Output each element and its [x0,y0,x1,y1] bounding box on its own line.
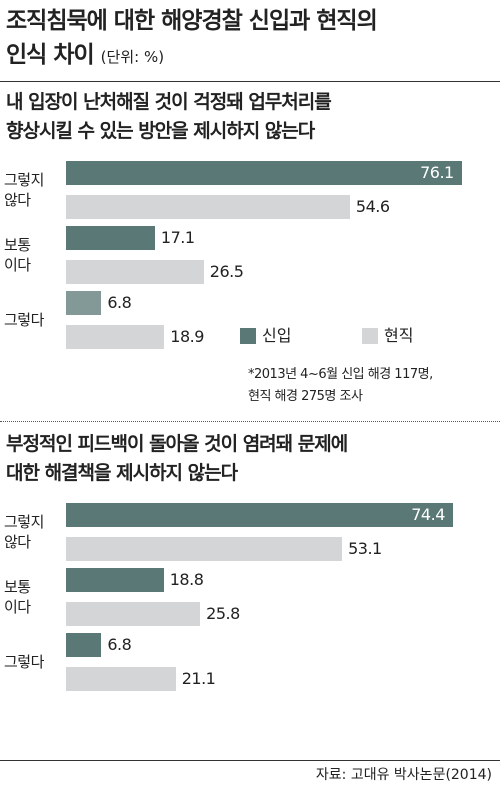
bar-현직 [66,537,343,561]
data-label-현직: 53.1 [348,539,382,558]
category-label: 그렇다 [4,310,44,330]
question-title-line: 대한 해결책을 제시하지 않는다 [6,462,238,484]
bar-신입 [66,633,102,657]
data-label-신입: 6.8 [107,293,132,312]
data-label-현직: 54.6 [355,197,390,216]
bar-현직 [66,195,350,219]
category-label-line: 그렇다 [4,311,44,329]
legend-swatch-신입 [240,328,256,344]
title-line-2: 인식 차이 [6,42,95,68]
legend-label-신입: 신입 [262,326,292,345]
category-label: 그렇다 [4,652,44,672]
bar-현직 [66,667,176,691]
source-credit: 자료: 고대유 박사논문(2014) [315,767,492,783]
unit-label: (단위: %) [100,48,165,66]
survey-note-line-1: *2013년 4~6월 신입 해경 117명, [248,367,433,382]
bar-신입 [66,291,102,315]
data-label-신입: 76.1 [420,163,454,182]
legend-swatch-현직 [362,328,378,344]
bottom-rule [0,760,500,761]
data-label-현직: 18.9 [170,327,204,346]
title-line-1: 조직침묵에 대한 해양경찰 신입과 현직의 [6,8,378,34]
top-rule [0,81,500,82]
section-divider [0,421,500,422]
question-title-line: 부정적인 피드백이 돌아올 것이 염려돼 문제에 [6,433,348,455]
category-label-line: 보통 [4,236,31,254]
survey-note: *2013년 4~6월 신입 해경 117명, 현직 해경 275명 조사 [248,364,433,408]
survey-note-line-2: 현직 해경 275명 조사 [248,389,363,404]
bar-신입 [66,161,462,185]
data-label-신입: 18.8 [169,570,204,589]
bar-신입 [66,568,164,592]
bar-현직 [66,602,201,626]
category-label-line: 이다 [4,256,31,274]
question-title-line: 향상시킬 수 있는 방안을 제시하지 않는다 [6,120,315,142]
data-label-현직: 25.8 [206,604,240,623]
data-label-신입: 17.1 [160,228,195,247]
data-label-현직: 21.1 [181,669,216,688]
category-label-line: 그렇다 [4,653,44,671]
category-label-line: 보통 [4,578,31,596]
category-label-line: 이다 [4,598,31,616]
bar-신입 [66,226,155,250]
data-label-신입: 74.4 [411,505,445,524]
legend-label-현직: 현직 [384,326,414,345]
question-title-line: 내 입장이 난처해질 것이 걱정돼 업무처리를 [6,91,332,113]
data-label-신입: 6.8 [107,635,132,654]
bar-현직 [66,260,204,284]
category-label-line: 않다 [4,191,31,209]
bar-현직 [66,325,165,349]
bar-신입 [66,503,453,527]
data-label-현직: 26.5 [209,262,244,281]
category-label-line: 그렇지 [4,171,44,189]
category-label-line: 않다 [4,533,31,551]
category-label-line: 그렇지 [4,513,44,531]
